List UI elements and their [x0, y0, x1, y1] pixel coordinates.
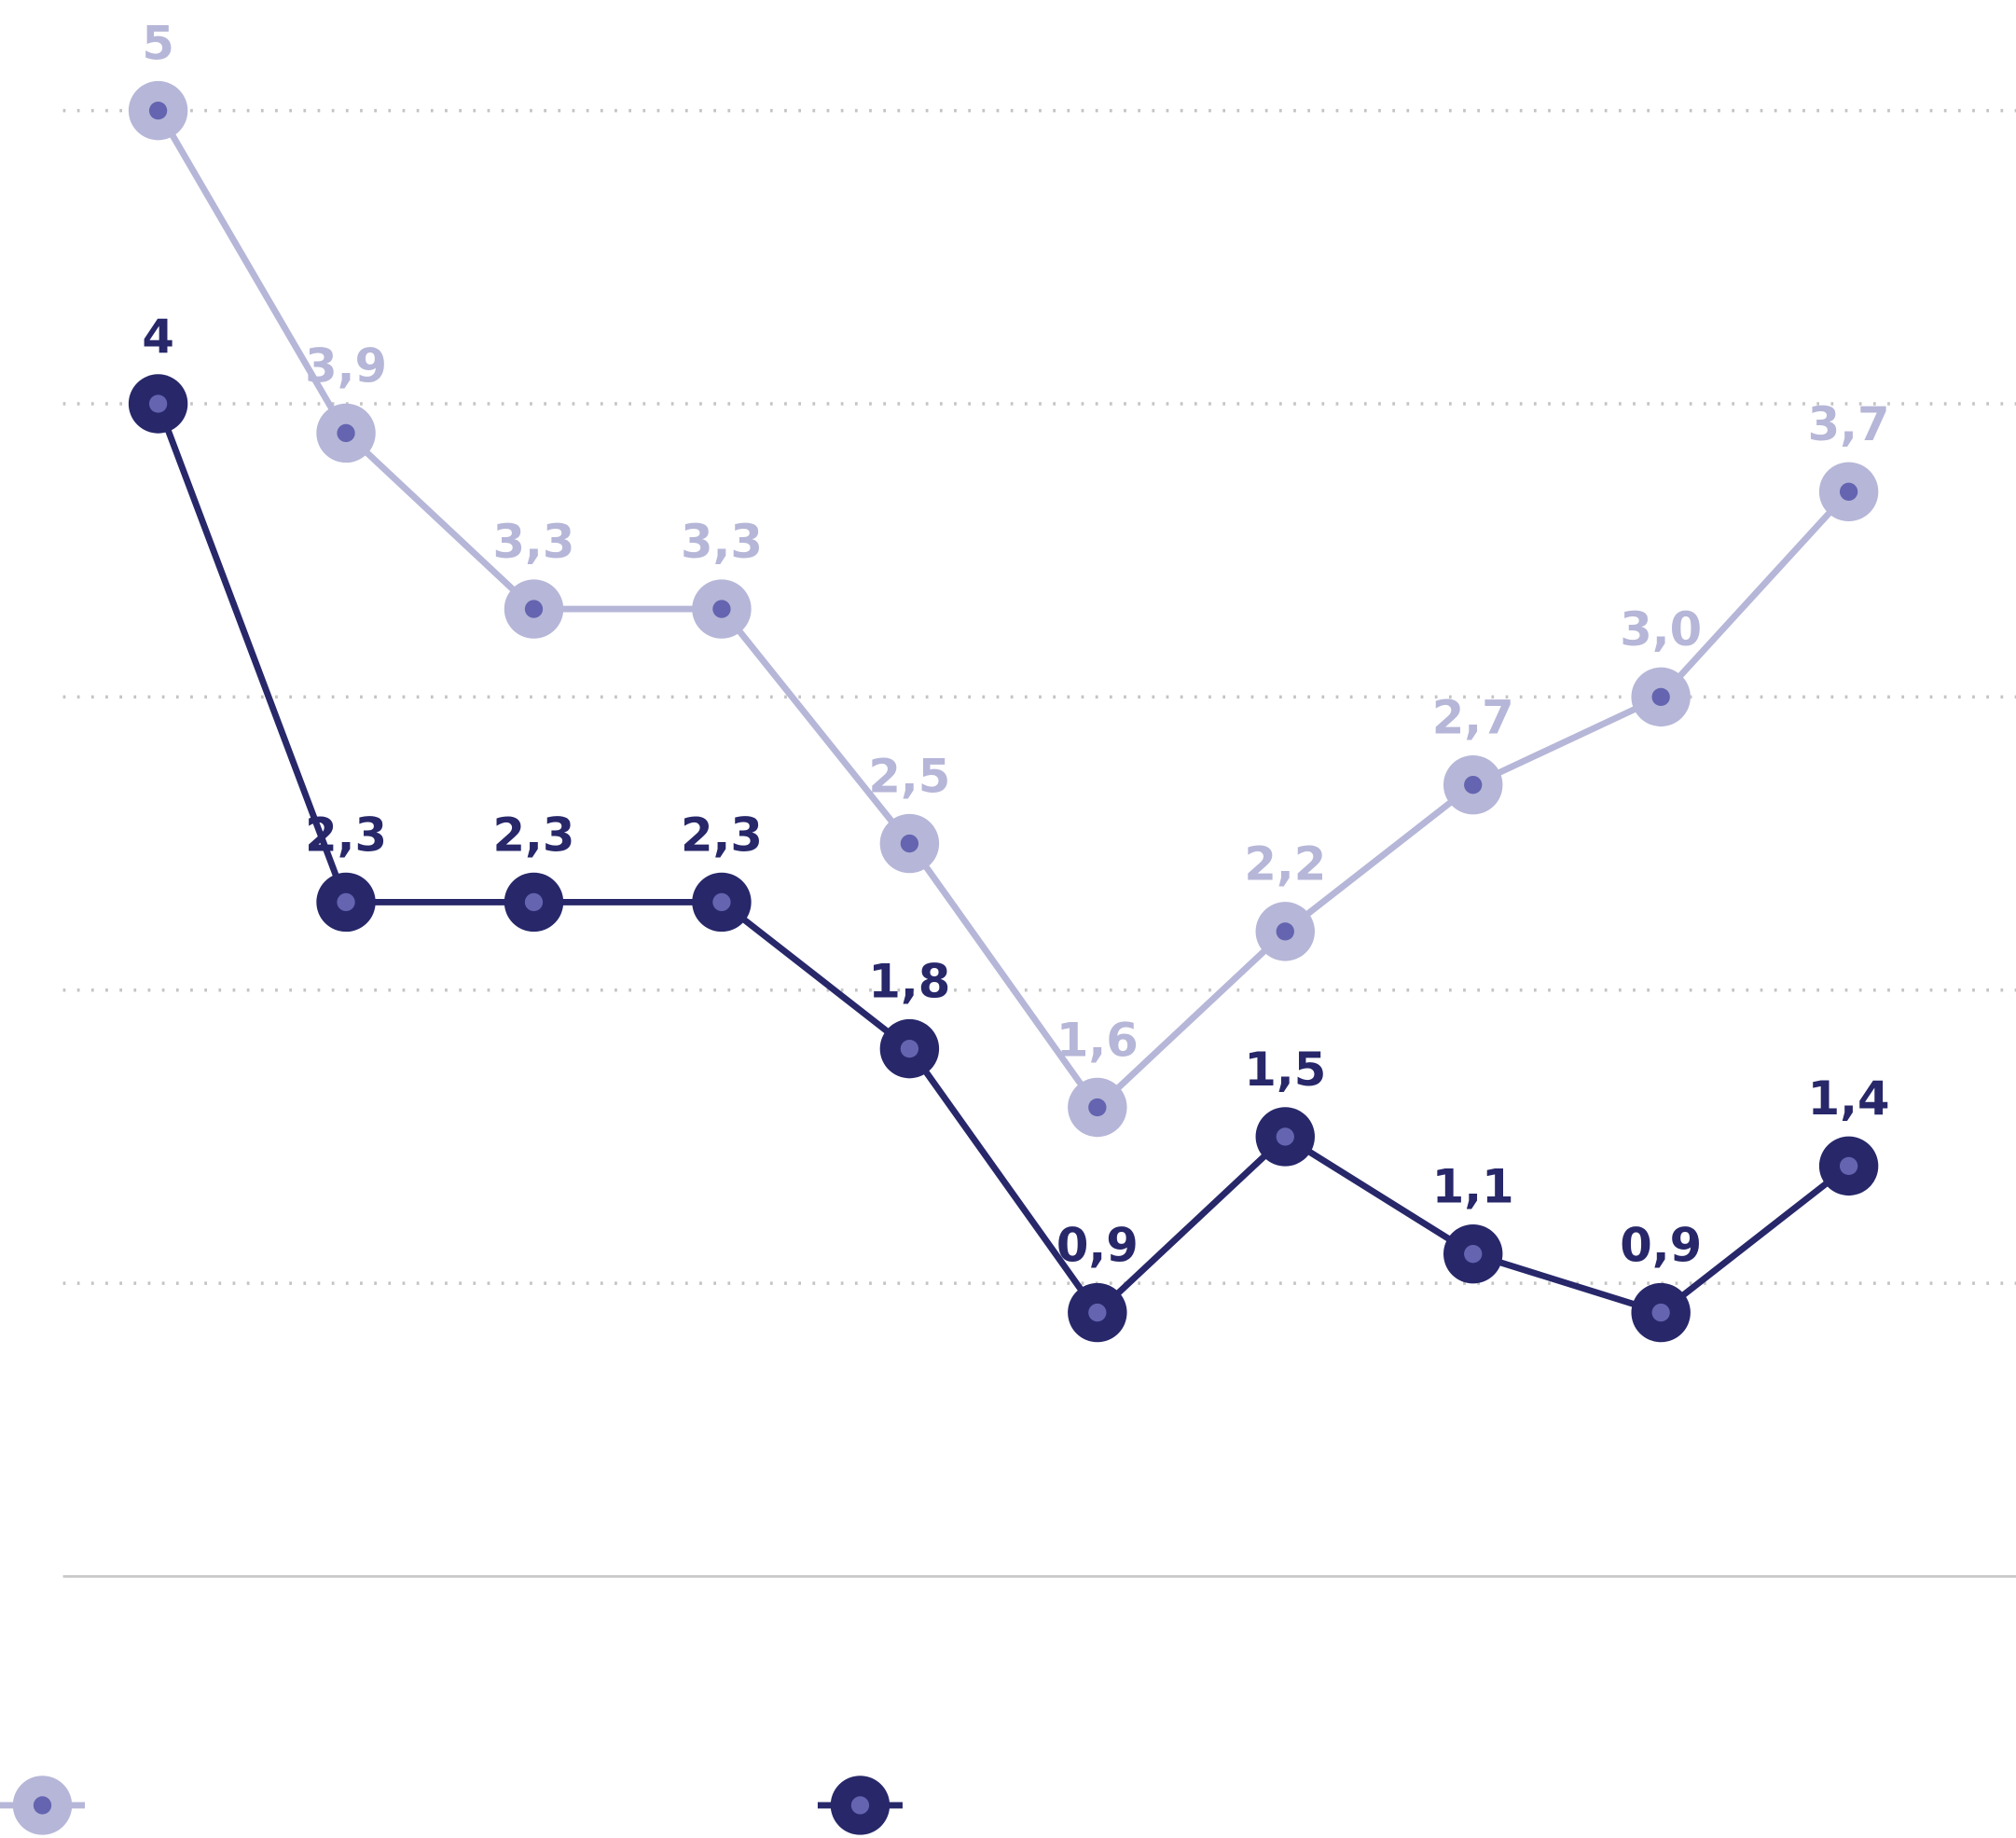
point-center — [1276, 1127, 1294, 1146]
point-center — [1839, 1156, 1858, 1176]
data-label: 0,9 — [1620, 1218, 1702, 1272]
data-label: 4 — [142, 310, 174, 364]
data-label: 1,8 — [868, 954, 950, 1008]
point-center — [1276, 922, 1294, 941]
point-center — [1464, 1245, 1483, 1264]
data-label: 1,1 — [1432, 1160, 1514, 1214]
point-center — [524, 600, 544, 618]
series-line — [155, 402, 1851, 1318]
data-label: 2,3 — [681, 808, 763, 862]
data-label: 2,5 — [868, 749, 950, 803]
point-center — [1839, 482, 1858, 501]
data-label: 2,2 — [1244, 837, 1326, 891]
point-center — [148, 394, 168, 413]
data-label: 3,7 — [1808, 397, 1890, 451]
point-center — [337, 892, 355, 912]
data-label: 1,6 — [1056, 1013, 1139, 1067]
point-center — [524, 892, 544, 912]
point-center — [900, 834, 919, 853]
point-center — [1651, 687, 1670, 707]
point-center — [1088, 1098, 1107, 1117]
data-label: 1,5 — [1244, 1043, 1326, 1097]
data-label: 3,9 — [305, 339, 387, 393]
legend-marker-center — [33, 1796, 52, 1815]
point-center — [712, 892, 731, 912]
data-label: 3,3 — [681, 515, 763, 569]
data-label: 1,4 — [1808, 1071, 1890, 1126]
data-label: 0,9 — [1056, 1218, 1139, 1272]
point-center — [1464, 776, 1483, 795]
data-label: 3,0 — [1620, 602, 1702, 656]
point-center — [900, 1039, 919, 1058]
point-center — [1088, 1303, 1107, 1322]
data-label: 2,7 — [1432, 691, 1514, 745]
point-center — [148, 101, 168, 120]
series-line — [155, 108, 1852, 1112]
data-label: 5 — [142, 16, 174, 70]
legend-marker-center — [850, 1796, 870, 1815]
point-center — [1651, 1303, 1670, 1322]
point-center — [337, 423, 355, 443]
data-label: 2,3 — [493, 808, 575, 862]
data-label: 3,3 — [493, 515, 575, 569]
data-label: 2,3 — [305, 808, 387, 862]
point-center — [712, 600, 731, 618]
